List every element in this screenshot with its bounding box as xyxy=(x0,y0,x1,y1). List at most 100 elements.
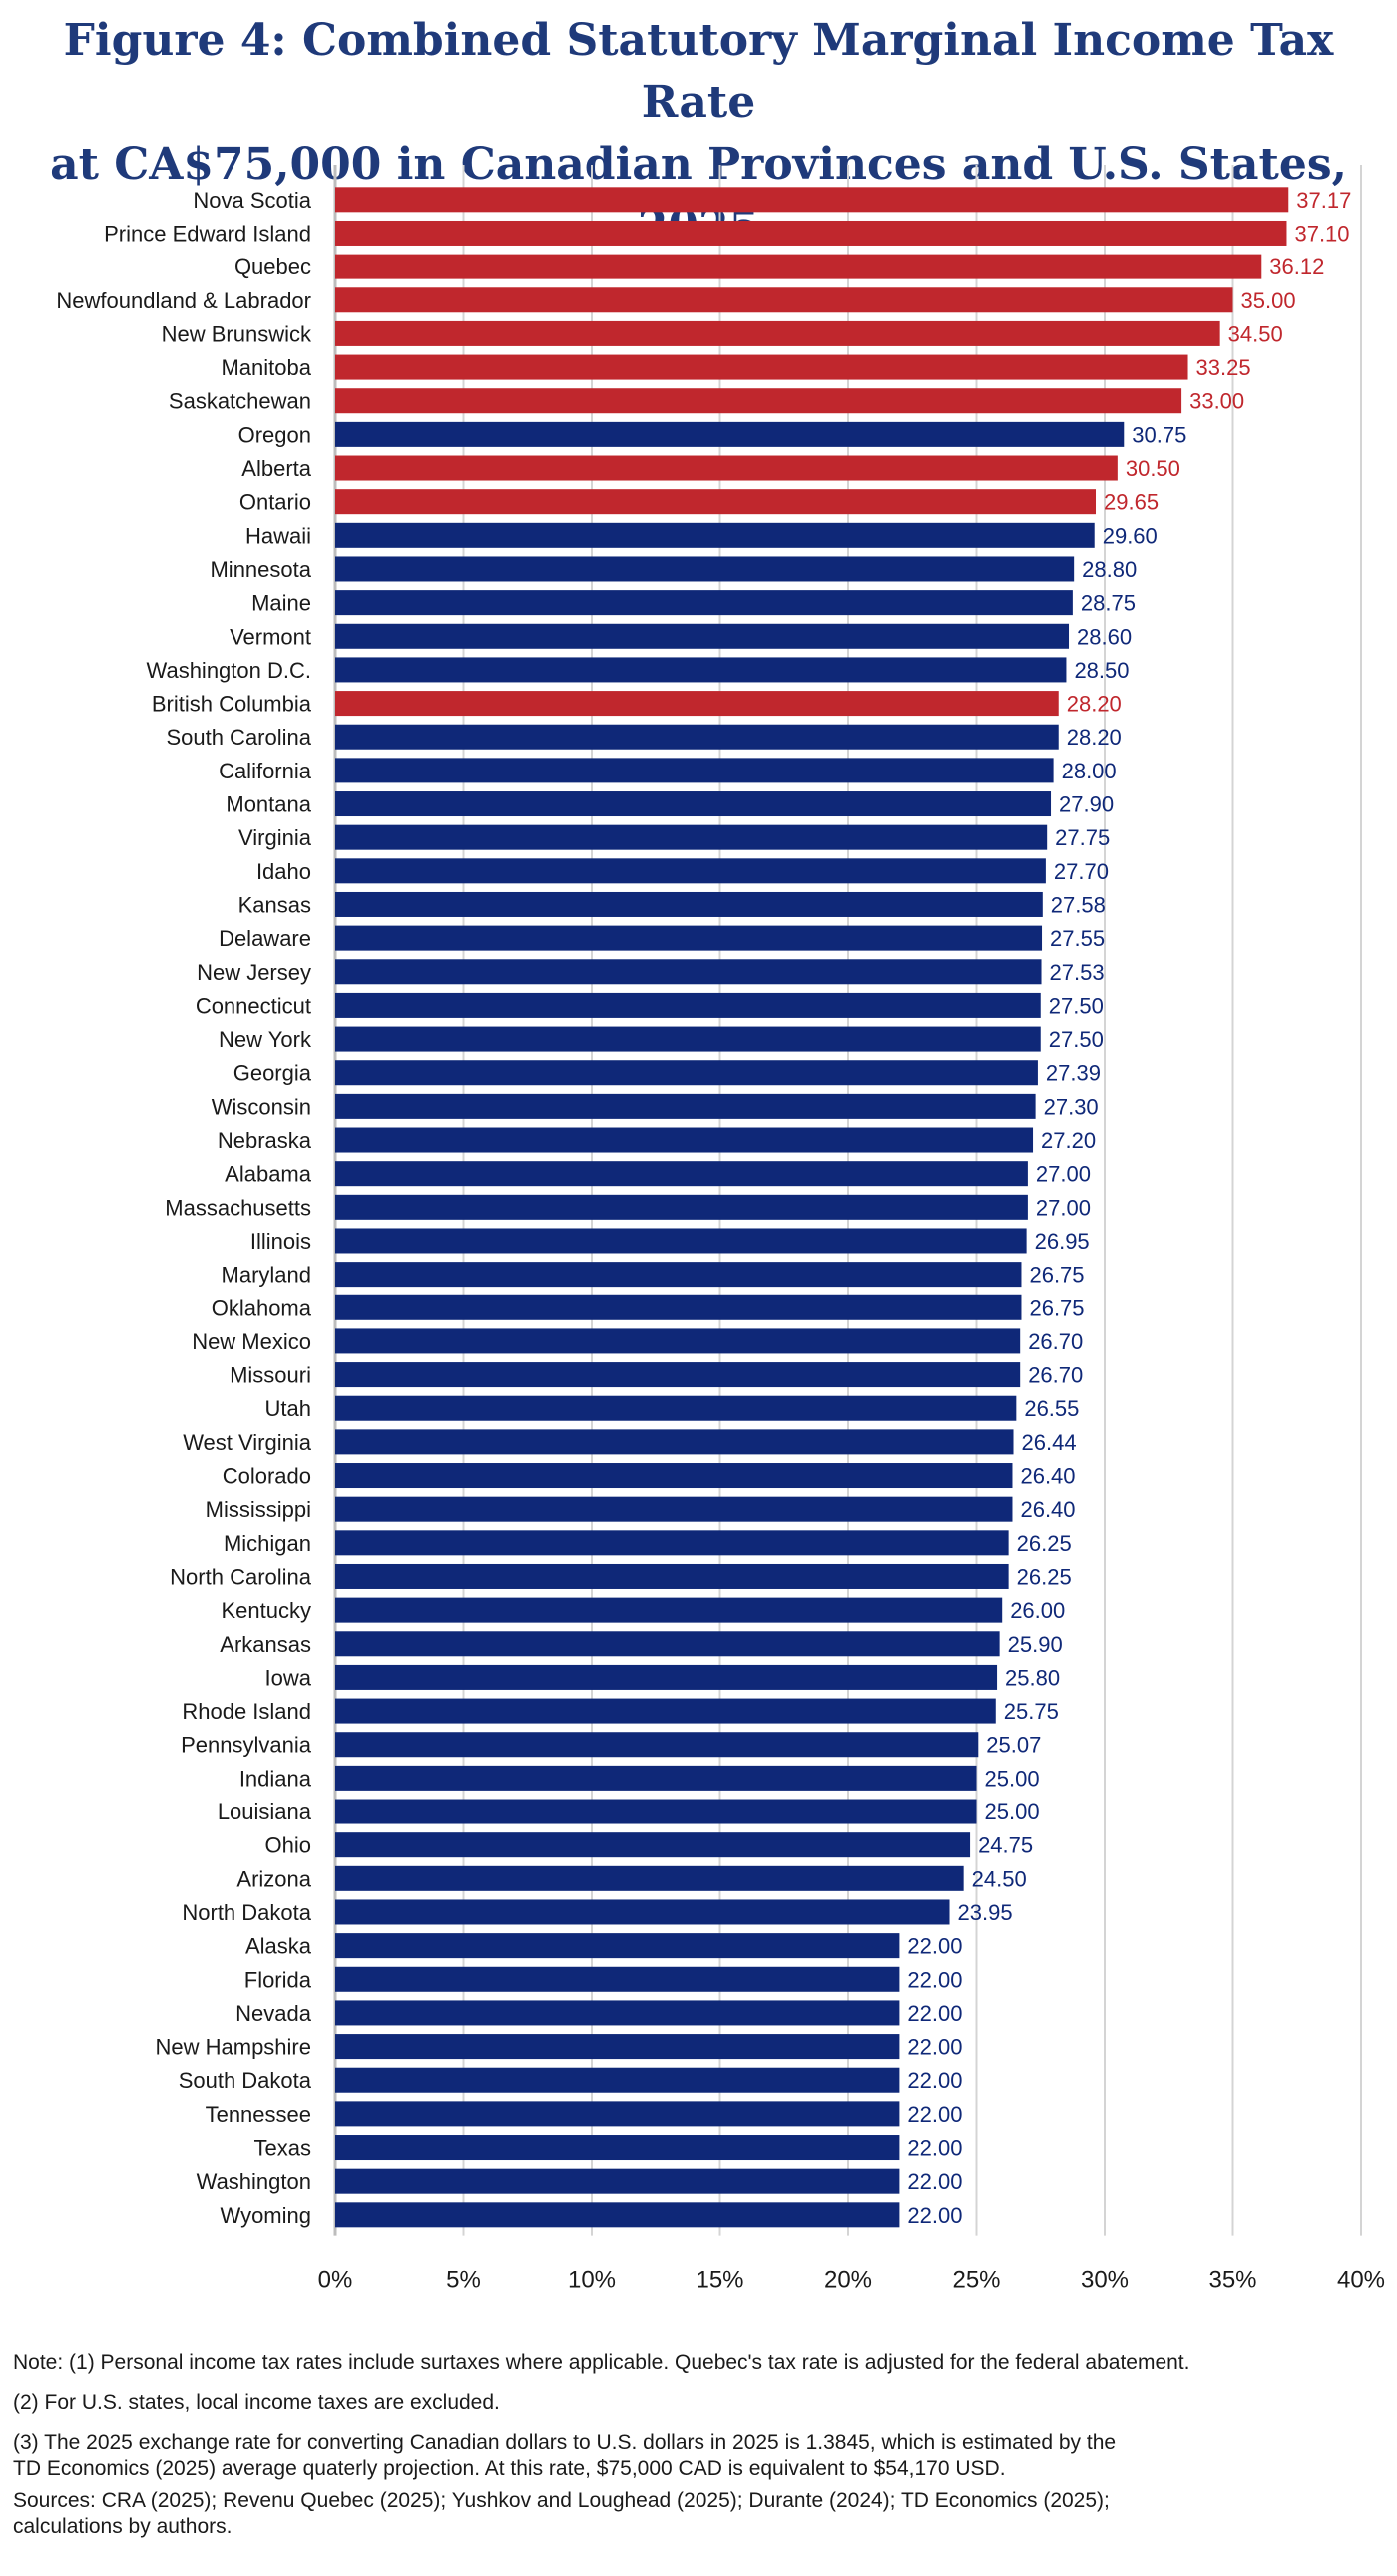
bar xyxy=(335,992,1041,1018)
value-label: 22.00 xyxy=(907,2169,962,2194)
value-label: 27.58 xyxy=(1051,892,1106,917)
value-label: 22.00 xyxy=(907,2136,962,2161)
note-3-line-2: TD Economics (2025) average quaterly pro… xyxy=(13,2457,1006,2480)
bar xyxy=(335,1966,900,1992)
bar xyxy=(335,1093,1036,1119)
value-label: 26.70 xyxy=(1028,1363,1083,1388)
value-label: 22.00 xyxy=(907,2203,962,2228)
category-label: Oregon xyxy=(238,422,311,447)
value-label: 27.53 xyxy=(1050,960,1105,985)
value-label: 22.00 xyxy=(907,1967,962,1992)
bar xyxy=(335,1026,1041,1052)
category-label: Rhode Island xyxy=(182,1699,311,1724)
value-label: 28.60 xyxy=(1077,624,1132,649)
category-label: Saskatchewan xyxy=(169,389,311,414)
category-label: Georgia xyxy=(233,1061,312,1086)
value-label: 26.55 xyxy=(1024,1396,1079,1421)
category-label: Utah xyxy=(265,1396,311,1421)
category-label: Maine xyxy=(251,591,311,616)
bar xyxy=(335,421,1125,447)
bar xyxy=(335,1732,979,1758)
bar xyxy=(335,791,1052,817)
value-label: 24.75 xyxy=(978,1833,1033,1858)
bar xyxy=(335,287,1233,313)
value-label: 25.90 xyxy=(1008,1632,1063,1657)
category-label: South Carolina xyxy=(166,725,311,750)
x-tick-label: 20% xyxy=(824,2267,872,2294)
value-label: 30.50 xyxy=(1126,456,1180,481)
bar xyxy=(335,1899,950,1925)
category-label: Washington D.C. xyxy=(147,658,311,683)
bar xyxy=(335,959,1042,985)
category-label: California xyxy=(219,759,312,783)
bar xyxy=(335,1161,1028,1187)
value-label: 26.95 xyxy=(1035,1229,1090,1254)
value-label: 37.10 xyxy=(1294,221,1349,246)
x-tick-label: 30% xyxy=(1081,2267,1129,2294)
value-label: 27.00 xyxy=(1036,1195,1091,1220)
bar xyxy=(335,1933,900,1959)
value-label: 29.60 xyxy=(1103,523,1158,548)
bar xyxy=(335,691,1059,717)
bar xyxy=(335,1496,1013,1522)
value-label: 27.20 xyxy=(1041,1128,1096,1153)
bar xyxy=(335,254,1262,279)
value-label: 26.40 xyxy=(1020,1464,1075,1489)
bar xyxy=(335,1799,977,1824)
value-label: 28.00 xyxy=(1062,759,1117,783)
value-label: 30.75 xyxy=(1132,422,1186,447)
value-label: 29.65 xyxy=(1104,490,1159,515)
category-label: New York xyxy=(219,1027,312,1052)
value-label: 33.25 xyxy=(1196,355,1251,380)
value-label: 27.00 xyxy=(1036,1162,1091,1187)
bar xyxy=(335,455,1118,481)
x-tick-label: 5% xyxy=(446,2267,481,2294)
value-label: 25.07 xyxy=(986,1733,1041,1758)
sources-line-1: Sources: CRA (2025); Revenu Quebec (2025… xyxy=(13,2489,1110,2512)
category-label: Manitoba xyxy=(221,355,311,380)
category-label: Michigan xyxy=(224,1531,311,1556)
value-label: 28.20 xyxy=(1067,692,1122,717)
value-label: 35.00 xyxy=(1241,288,1296,313)
bar xyxy=(335,2202,900,2228)
category-label: Ohio xyxy=(265,1833,311,1858)
category-label: Louisiana xyxy=(218,1800,312,1824)
x-tick-label: 35% xyxy=(1208,2267,1256,2294)
bar-chart: 0% 5% 10% 15% 20% 25% 30% 35% 40% Nova Scotia 37.1… xyxy=(56,165,1385,2294)
value-label: 27.50 xyxy=(1049,1027,1104,1052)
category-label: British Columbia xyxy=(152,692,312,717)
category-label: Wyoming xyxy=(221,2203,312,2228)
category-label: Prince Edward Island xyxy=(104,221,311,246)
category-label: West Virginia xyxy=(183,1430,312,1455)
bar xyxy=(335,590,1073,616)
category-label: Nebraska xyxy=(218,1128,312,1153)
value-label: 25.00 xyxy=(985,1766,1040,1791)
category-label: South Dakota xyxy=(179,2068,312,2093)
category-label: Illinois xyxy=(250,1229,311,1254)
category-label: Alabama xyxy=(225,1162,312,1187)
bar xyxy=(335,623,1070,649)
bar xyxy=(335,320,1220,346)
value-label: 25.75 xyxy=(1004,1699,1059,1724)
category-label: North Carolina xyxy=(170,1564,312,1589)
category-label: North Dakota xyxy=(182,1900,311,1925)
bar xyxy=(335,220,1287,246)
bar xyxy=(335,1429,1014,1455)
value-label: 27.39 xyxy=(1046,1061,1101,1086)
bar xyxy=(335,2168,900,2194)
bar xyxy=(335,2135,900,2161)
value-label: 27.30 xyxy=(1044,1094,1099,1119)
bar xyxy=(335,388,1182,414)
value-label: 27.75 xyxy=(1055,825,1110,850)
bar xyxy=(335,1228,1027,1254)
category-label: Connecticut xyxy=(196,993,311,1018)
bar xyxy=(335,187,1289,213)
category-label: Washington xyxy=(197,2169,311,2194)
value-label: 26.00 xyxy=(1010,1598,1065,1623)
bar xyxy=(335,891,1043,917)
bar xyxy=(335,1463,1013,1489)
category-label: Hawaii xyxy=(245,523,311,548)
bar xyxy=(335,1832,971,1858)
value-label: 23.95 xyxy=(958,1900,1013,1925)
category-label: Alberta xyxy=(241,456,311,481)
